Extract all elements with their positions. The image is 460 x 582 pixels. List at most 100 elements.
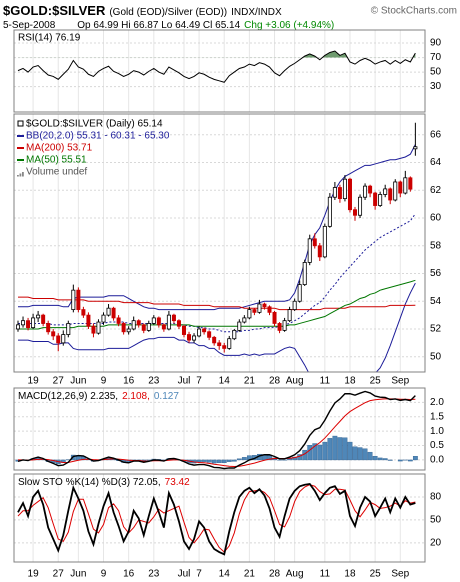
candle-body bbox=[363, 185, 368, 198]
candle-body bbox=[61, 334, 66, 344]
histogram-bar bbox=[347, 441, 353, 461]
y-tick-label: 2.0 bbox=[430, 397, 444, 408]
candle-body bbox=[181, 325, 186, 335]
legend-entry: 73.42 bbox=[165, 477, 190, 488]
candle-body bbox=[66, 323, 71, 335]
x-tick-label: 28 bbox=[269, 376, 281, 387]
candle-body bbox=[126, 328, 131, 333]
y-tick-label: 52 bbox=[430, 324, 442, 335]
histogram-bar bbox=[317, 444, 323, 461]
candle-body bbox=[151, 317, 156, 324]
candle-body bbox=[86, 314, 91, 327]
x-tick-label: Sep bbox=[391, 569, 409, 580]
chart-title: $GOLD:$SILVER (Daily) 65.14 bbox=[26, 119, 163, 130]
y-tick-label: 80 bbox=[430, 492, 442, 503]
histogram-bar bbox=[362, 448, 368, 461]
x-tick-label: 11 bbox=[320, 569, 331, 580]
legend: Slow STO %K(14) %D(3) 72.05, 73.42 bbox=[18, 477, 190, 488]
histogram-bar bbox=[201, 459, 207, 462]
candle-body bbox=[292, 300, 297, 310]
candle-body bbox=[227, 338, 232, 349]
x-tick-label: 19 bbox=[28, 569, 40, 580]
candle-body bbox=[237, 321, 242, 331]
candle-body bbox=[56, 335, 61, 344]
x-tick-label: 28 bbox=[269, 569, 281, 580]
legend-entry: MA(50) 55.51 bbox=[26, 155, 87, 166]
candle-body bbox=[101, 314, 106, 323]
candle-body bbox=[347, 178, 352, 211]
candle-body bbox=[41, 314, 46, 324]
x-tick-label: Jul bbox=[178, 376, 191, 387]
candle-body bbox=[76, 289, 81, 310]
candle-body bbox=[51, 331, 56, 337]
candle-body bbox=[136, 320, 141, 326]
histogram-bar bbox=[206, 459, 212, 463]
candle-body bbox=[31, 317, 36, 329]
candle-body bbox=[247, 309, 252, 319]
candle-body bbox=[277, 323, 282, 331]
candle-body bbox=[342, 178, 347, 200]
candle-body bbox=[327, 196, 332, 227]
change: Chg +3.06 (+4.94%) bbox=[244, 20, 334, 31]
y-tick-label: 50 bbox=[430, 67, 442, 78]
histogram-bar bbox=[382, 458, 388, 461]
histogram-bar bbox=[267, 455, 272, 461]
candle-body bbox=[312, 238, 317, 247]
candle-body bbox=[91, 325, 96, 334]
histogram-bar bbox=[307, 445, 313, 461]
histogram-bar bbox=[412, 456, 418, 461]
candle-body bbox=[232, 329, 237, 340]
histogram-bar bbox=[322, 441, 328, 461]
x-tick-label: 14 bbox=[219, 569, 231, 580]
x-tick-label: Aug bbox=[286, 569, 304, 580]
quote: Op 64.99 Hi 66.87 Lo 64.49 Cl 65.14 bbox=[77, 20, 240, 31]
x-tick-label: 23 bbox=[148, 376, 160, 387]
histogram-bar bbox=[367, 451, 373, 461]
panel-frame bbox=[13, 29, 426, 113]
exchange: INDX/INDX bbox=[231, 7, 282, 18]
candle-body bbox=[81, 309, 86, 316]
macd-line bbox=[17, 390, 416, 470]
x-tick-label: 23 bbox=[148, 569, 160, 580]
x-tick-label: Sep bbox=[391, 376, 409, 387]
candle-body bbox=[116, 317, 121, 324]
percent-d-line bbox=[17, 484, 416, 553]
candle-body bbox=[297, 284, 302, 302]
legend-entry: RSI(14) 76.19 bbox=[18, 33, 81, 44]
histogram-bar bbox=[211, 459, 217, 464]
histogram-bar bbox=[196, 459, 202, 463]
y-tick-label: 50 bbox=[430, 515, 442, 526]
candle-body bbox=[368, 185, 373, 194]
legend-entry: 2.108, bbox=[122, 391, 150, 402]
legend-entry: BB(20,2.0) 55.31 - 60.31 - 65.30 bbox=[26, 131, 170, 142]
histogram-bar bbox=[372, 455, 378, 461]
candle-body bbox=[197, 328, 202, 337]
histogram-bar bbox=[221, 459, 227, 464]
histogram-bar bbox=[327, 438, 333, 461]
candle-body bbox=[192, 335, 197, 341]
candle-body bbox=[272, 311, 277, 324]
candle-body bbox=[287, 309, 292, 322]
candle-body bbox=[171, 314, 176, 322]
candle-body bbox=[403, 177, 408, 194]
x-tick-label: Aug bbox=[286, 376, 304, 387]
legend-entry: 0.127 bbox=[154, 391, 179, 402]
histogram-bar bbox=[287, 458, 293, 461]
candle-body bbox=[15, 324, 20, 330]
panel-frame bbox=[13, 473, 426, 563]
candle-body bbox=[161, 324, 166, 330]
candle-body bbox=[252, 309, 257, 313]
y-tick-label: 30 bbox=[430, 81, 442, 92]
candle-body bbox=[26, 320, 31, 329]
x-tick-label: 27 bbox=[53, 569, 65, 580]
y-tick-label: 0.0 bbox=[430, 455, 444, 466]
bollinger-lower bbox=[18, 282, 416, 372]
candle-body bbox=[383, 188, 388, 195]
x-tick-label: 18 bbox=[344, 569, 356, 580]
y-tick-label: 1.0 bbox=[430, 426, 444, 437]
legend-entry: Volume undef bbox=[26, 167, 87, 178]
y-tick-label: 62 bbox=[430, 185, 442, 196]
legend: MACD(12,26,9) 2.235, 2.108, 0.127 bbox=[18, 391, 179, 402]
y-tick-label: 0.5 bbox=[430, 440, 444, 451]
